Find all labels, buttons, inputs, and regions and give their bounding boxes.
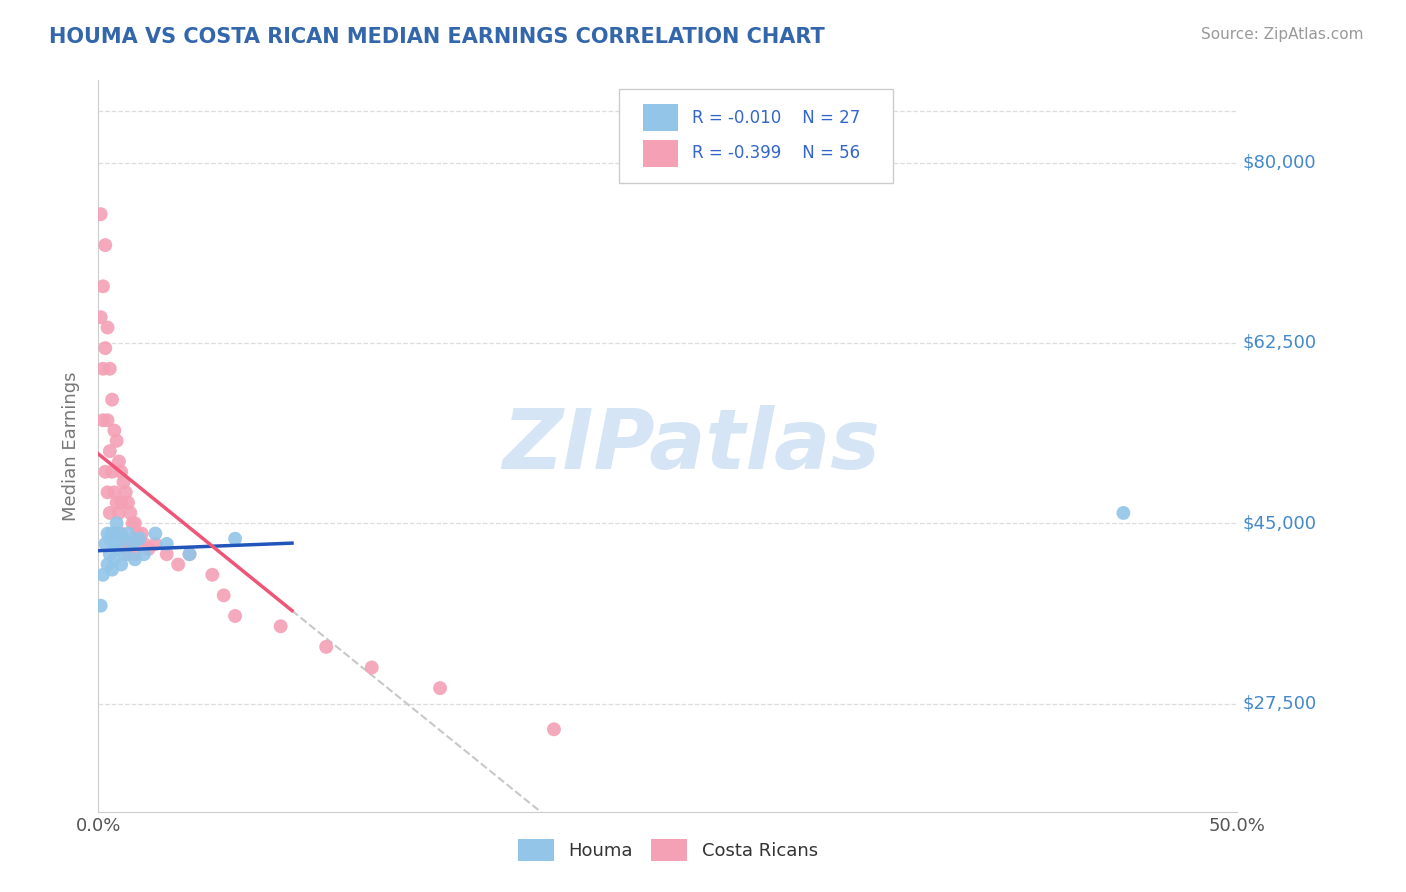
Point (360, 660, 382, 674)
Point (167, 558, 190, 572)
Point (98, 532, 121, 546)
Point (429, 681, 451, 695)
Point (108, 454, 131, 468)
Point (112, 532, 135, 546)
Point (114, 485, 136, 500)
Point (98, 444, 121, 458)
Legend: Houma, Costa Ricans: Houma, Costa Ricans (510, 832, 825, 869)
Point (90, 599, 112, 613)
Text: $27,500: $27,500 (1243, 695, 1317, 713)
Point (117, 496, 139, 510)
Point (90, 207, 112, 221)
Point (127, 526, 149, 541)
Point (212, 588, 235, 602)
Point (108, 506, 131, 520)
Point (94, 537, 117, 551)
Point (105, 516, 128, 531)
Point (224, 609, 246, 624)
Point (128, 532, 150, 546)
Point (98, 547, 121, 561)
Point (1112, 506, 1135, 520)
Point (121, 516, 143, 531)
Point (91, 361, 114, 376)
Y-axis label: Median Earnings: Median Earnings (62, 371, 80, 521)
Point (128, 532, 150, 546)
Point (114, 537, 136, 551)
Point (98, 361, 121, 376)
Point (131, 526, 153, 541)
Point (224, 532, 246, 546)
Point (94, 465, 117, 479)
Point (96, 526, 118, 541)
Point (110, 558, 132, 572)
Point (103, 552, 125, 566)
Point (124, 552, 146, 566)
Point (132, 547, 155, 561)
Point (110, 526, 132, 541)
Text: Source: ZipAtlas.com: Source: ZipAtlas.com (1201, 27, 1364, 42)
Text: R = -0.010    N = 27: R = -0.010 N = 27 (692, 109, 860, 127)
Point (96, 320, 118, 334)
Point (94, 341, 117, 355)
Point (105, 434, 128, 448)
Point (103, 537, 125, 551)
Point (94, 238, 117, 252)
Point (110, 496, 132, 510)
Point (120, 506, 142, 520)
Point (117, 526, 139, 541)
Point (101, 526, 124, 541)
Point (101, 563, 124, 577)
Text: HOUMA VS COSTA RICAN MEDIAN EARNINGS CORRELATION CHART: HOUMA VS COSTA RICAN MEDIAN EARNINGS COR… (49, 27, 825, 46)
Point (96, 485, 118, 500)
Point (124, 516, 146, 531)
Text: ZIPatlas: ZIPatlas (502, 406, 880, 486)
Point (145, 526, 167, 541)
Point (91, 413, 114, 427)
Point (110, 465, 132, 479)
Point (315, 640, 337, 654)
Point (98, 506, 121, 520)
Point (91, 567, 114, 582)
Point (101, 526, 124, 541)
Point (156, 547, 179, 561)
Point (91, 279, 114, 293)
Point (132, 537, 155, 551)
Point (112, 475, 135, 489)
Point (124, 547, 146, 561)
Text: $45,000: $45,000 (1243, 515, 1317, 533)
Point (105, 526, 128, 541)
Point (117, 547, 139, 561)
Text: R = -0.399    N = 56: R = -0.399 N = 56 (692, 145, 860, 162)
Point (145, 537, 167, 551)
Point (103, 424, 125, 438)
Point (108, 526, 131, 541)
Point (114, 547, 136, 561)
Point (101, 465, 124, 479)
Point (96, 558, 118, 572)
Point (179, 547, 201, 561)
Point (96, 413, 118, 427)
Point (105, 541, 128, 556)
Point (270, 619, 292, 633)
Point (543, 723, 565, 737)
Point (121, 537, 143, 551)
Point (103, 526, 125, 541)
Point (201, 567, 224, 582)
Point (121, 537, 143, 551)
Point (112, 537, 135, 551)
Text: $80,000: $80,000 (1243, 153, 1316, 171)
Point (138, 541, 160, 556)
Point (101, 392, 124, 407)
Point (103, 485, 125, 500)
Point (105, 496, 128, 510)
Point (179, 547, 201, 561)
Point (90, 310, 112, 325)
Text: $62,500: $62,500 (1243, 334, 1317, 352)
Point (156, 537, 179, 551)
